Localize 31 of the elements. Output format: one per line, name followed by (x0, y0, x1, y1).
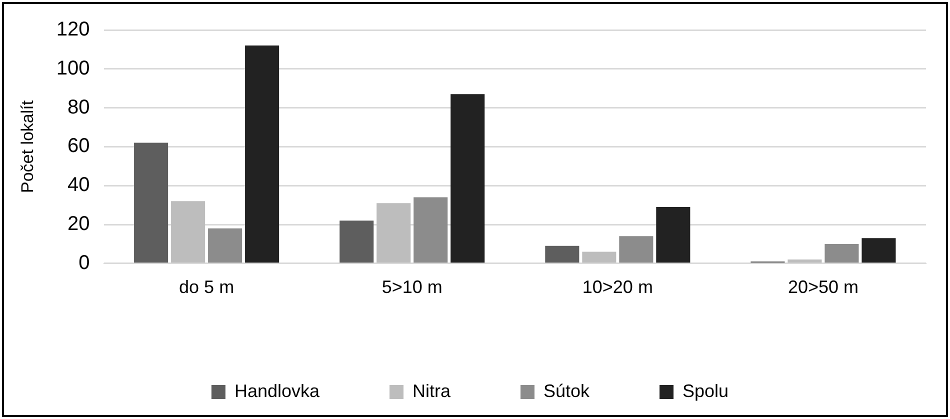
bar (134, 142, 168, 263)
bar (824, 244, 859, 263)
y-tick-label: 80 (68, 96, 90, 118)
bar (656, 206, 690, 263)
legend-label: Handlovka (234, 380, 320, 401)
bar (245, 46, 280, 263)
x-tick-label: 10>20 m (582, 277, 653, 298)
legend-label: Sútok (543, 380, 591, 401)
bar (450, 94, 485, 263)
y-axis-title: Počet lokalít (18, 100, 37, 194)
bar (619, 236, 654, 263)
bar (171, 201, 206, 263)
x-tick-label: do 5 m (179, 277, 234, 298)
x-tick-label: 20>50 m (788, 277, 858, 298)
y-tick-label: 120 (56, 18, 90, 41)
bar (545, 246, 580, 263)
y-tick-label: 60 (68, 135, 90, 158)
y-tick-label: 40 (68, 174, 90, 196)
bar (376, 203, 411, 263)
y-tick-label: 20 (68, 213, 90, 236)
y-tick-label: 100 (56, 57, 90, 80)
bar (582, 252, 616, 263)
bar (208, 228, 242, 263)
legend-label: Spolu (682, 380, 729, 401)
bar (414, 197, 448, 263)
y-tick-label: 0 (78, 252, 90, 274)
x-tick-label: 5>10 m (382, 277, 442, 298)
bar (862, 238, 896, 263)
bar (340, 220, 374, 263)
bar (788, 260, 822, 263)
legend-label: Nitra (412, 380, 452, 401)
